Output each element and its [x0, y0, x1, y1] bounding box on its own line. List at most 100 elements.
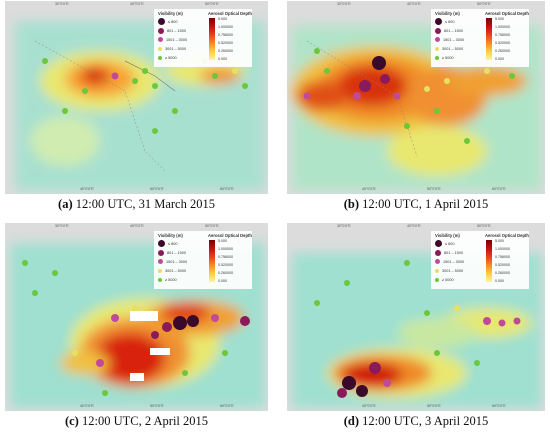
vis-dot-icon — [158, 249, 164, 256]
vis-dot-icon — [158, 37, 163, 42]
aod-tick-label: 1.000000 — [218, 247, 233, 251]
panel-caption-c: (c) 12:00 UTC, 2 April 2015 — [5, 414, 268, 429]
map-legend: Visibility (m) Aerosol Optical Depth ≤ 8… — [154, 9, 252, 67]
aod-colorbar — [209, 240, 215, 282]
aod-colorbar — [486, 240, 492, 282]
vis-legend-row: ≤ 800 — [435, 240, 454, 247]
bottom-axis-label: 40°0'0"E — [80, 404, 94, 408]
vis-legend-label: ≤ 800 — [168, 241, 178, 246]
vis-dot-icon — [435, 240, 442, 247]
vis-legend-row: ≥ 5000 — [158, 276, 177, 283]
vis-dot-icon — [158, 259, 163, 264]
visibility-legend-title: Visibility (m) — [158, 11, 183, 16]
vis-dot-icon — [158, 268, 162, 273]
aod-tick-label: 1.000000 — [495, 25, 510, 29]
vis-dot-icon — [158, 27, 164, 34]
vis-legend-label: ≥ 5000 — [165, 55, 177, 60]
top-axis-label: 50°0'0"E — [205, 2, 219, 6]
aod-map-d — [287, 223, 545, 411]
vis-dot-icon — [435, 268, 439, 273]
bottom-axis-label: 60°0'0"E — [492, 187, 506, 191]
vis-dot-icon — [158, 46, 162, 51]
vis-legend-label: 801 – 1500 — [444, 250, 464, 255]
top-axis-label: 40°0'0"E — [130, 224, 144, 228]
vis-dot-icon — [158, 277, 162, 282]
panel-caption-b: (b) 12:00 UTC, 1 April 2015 — [287, 197, 545, 212]
map-panel-c: 30°0'0"E 40°0'0"E 50°0'0"E 40°0'0"E 50°0… — [5, 223, 268, 411]
bottom-axis-label: 40°0'0"E — [362, 187, 376, 191]
vis-legend-row: 801 – 1500 — [435, 249, 463, 256]
map-panel-d: 30°0'0"E 40°0'0"E 50°0'0"E 40°0'0"E 50°0… — [287, 223, 545, 411]
map-panel-b: 30°0'0"E 40°0'0"E 50°0'0"E 40°0'0"E 50°0… — [287, 1, 545, 194]
vis-legend-row: 3001 – 5000 — [158, 267, 186, 274]
vis-legend-row: 1501 – 3000 — [158, 258, 187, 265]
panel-letter: (a) — [58, 197, 73, 211]
panel-caption-text: 12:00 UTC, 3 April 2015 — [362, 414, 489, 428]
aod-tick-label: 5.000 — [495, 239, 504, 243]
aod-tick-label: 0.520000 — [495, 263, 510, 267]
map-legend: Visibility (m) Aerosol Optical Depth ≤ 8… — [431, 9, 529, 67]
aod-tick-label: 0.000 — [218, 57, 227, 61]
vis-legend-label: 801 – 1500 — [444, 28, 464, 33]
aod-tick-label: 0.520000 — [218, 41, 233, 45]
aod-colorbar — [486, 18, 492, 60]
visibility-legend-title: Visibility (m) — [158, 233, 183, 238]
vis-legend-row: ≥ 5000 — [158, 54, 177, 61]
vis-legend-label: 801 – 1500 — [167, 250, 187, 255]
vis-dot-icon — [435, 249, 441, 256]
bottom-axis-label: 50°0'0"E — [427, 187, 441, 191]
vis-legend-row: ≥ 5000 — [435, 54, 454, 61]
bottom-axis-label: 50°0'0"E — [427, 404, 441, 408]
vis-dot-icon — [158, 18, 165, 25]
aod-colorbar — [209, 18, 215, 60]
vis-legend-row: 801 – 1500 — [158, 27, 186, 34]
vis-legend-label: ≥ 5000 — [442, 277, 454, 282]
aod-tick-label: 1.000000 — [495, 247, 510, 251]
aod-legend-title: Aerosol Optical Depth — [485, 233, 529, 238]
aod-tick-label: 0.756000 — [495, 33, 510, 37]
vis-dot-icon — [435, 18, 442, 25]
aod-tick-label: 0.000 — [495, 57, 504, 61]
top-axis-label: 50°0'0"E — [205, 224, 219, 228]
vis-dot-icon — [435, 27, 441, 34]
station-markers-b — [303, 48, 515, 144]
panel-caption-d: (d) 12:00 UTC, 3 April 2015 — [287, 414, 545, 429]
vis-dot-icon — [435, 277, 439, 282]
vis-legend-label: 1501 – 3000 — [166, 37, 188, 42]
vis-legend-row: ≤ 800 — [158, 240, 177, 247]
vis-dot-icon — [435, 37, 440, 42]
vis-legend-label: ≤ 800 — [445, 241, 455, 246]
vis-legend-label: ≤ 800 — [445, 19, 455, 24]
map-legend: Visibility (m) Aerosol Optical Depth ≤ 8… — [431, 231, 529, 289]
vis-legend-row: ≥ 5000 — [435, 276, 454, 283]
vis-legend-row: ≤ 800 — [435, 18, 454, 25]
vis-legend-row: 801 – 1500 — [158, 249, 186, 256]
aod-tick-label: 0.756000 — [218, 255, 233, 259]
aod-legend-title: Aerosol Optical Depth — [208, 233, 252, 238]
aod-tick-label: 5.000 — [218, 17, 227, 21]
panel-caption-text: 12:00 UTC, 1 April 2015 — [362, 197, 489, 211]
vis-legend-row: ≤ 800 — [158, 18, 177, 25]
top-axis-label: 30°0'0"E — [337, 2, 351, 6]
vis-legend-row: 3001 – 5000 — [435, 267, 463, 274]
bottom-axis-label: 60°0'0"E — [492, 404, 506, 408]
vis-dot-icon — [158, 55, 162, 60]
station-markers-d — [314, 260, 521, 398]
aod-tick-label: 0.260000 — [218, 49, 233, 53]
vis-legend-label: 801 – 1500 — [167, 28, 187, 33]
vis-legend-label: ≥ 5000 — [165, 277, 177, 282]
vis-legend-row: 1501 – 3000 — [435, 258, 464, 265]
map-legend: Visibility (m) Aerosol Optical Depth ≤ 8… — [154, 231, 252, 289]
aod-tick-label: 0.000 — [495, 279, 504, 283]
panel-letter: (d) — [343, 414, 360, 428]
aod-legend-title: Aerosol Optical Depth — [208, 11, 252, 16]
top-axis-label: 40°0'0"E — [130, 2, 144, 6]
vis-legend-label: 1501 – 3000 — [443, 259, 465, 264]
aod-tick-label: 5.000 — [218, 239, 227, 243]
top-axis-label: 30°0'0"E — [55, 224, 69, 228]
panel-letter: (c) — [64, 414, 79, 428]
aod-tick-label: 0.260000 — [495, 271, 510, 275]
vis-dot-icon — [435, 259, 440, 264]
vis-dot-icon — [158, 240, 165, 247]
vis-dot-icon — [435, 55, 439, 60]
